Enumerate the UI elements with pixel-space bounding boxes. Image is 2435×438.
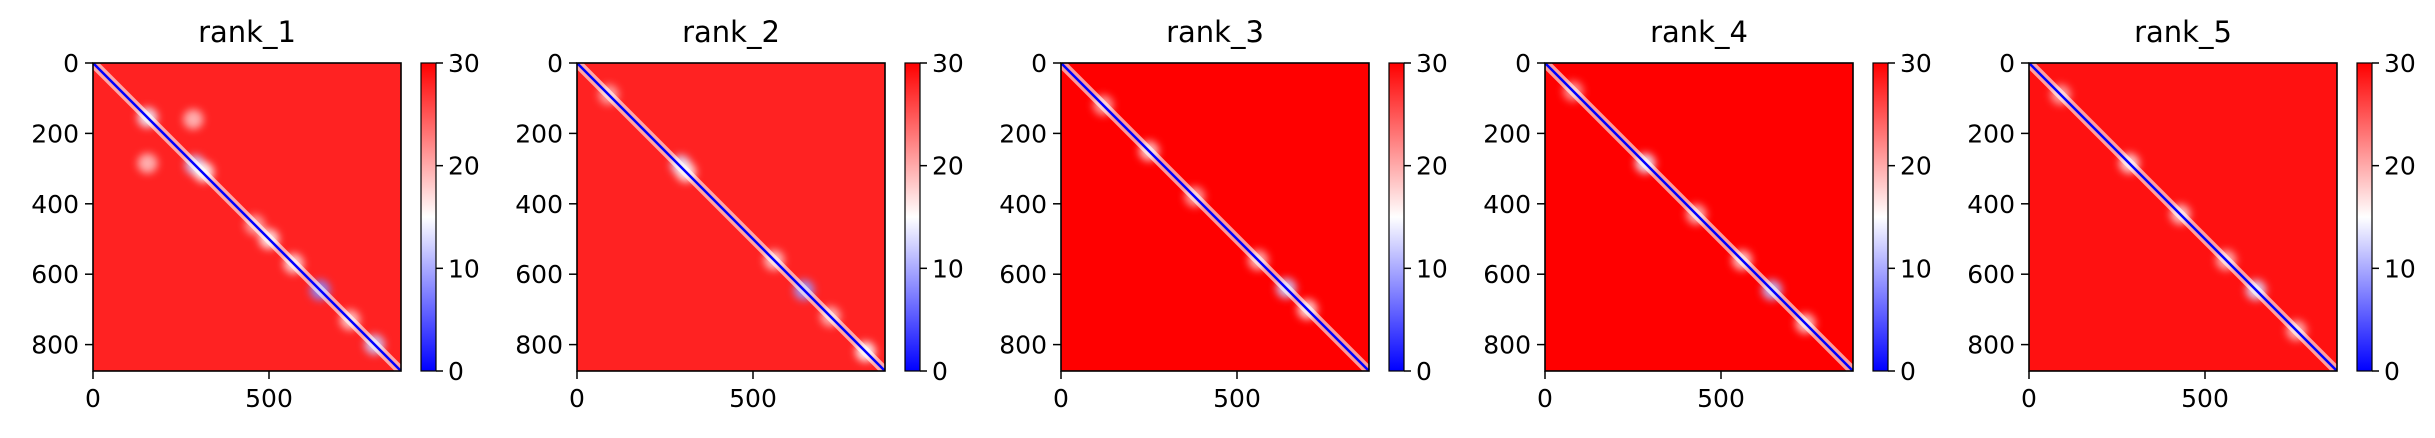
y-tick-label: 0	[1515, 49, 1531, 78]
x-tick-label: 500	[1213, 384, 1261, 413]
axes-frame	[2028, 62, 2338, 372]
x-tick-label: 0	[569, 384, 585, 413]
axes-frame	[92, 62, 402, 372]
y-tick-label: 800	[31, 331, 79, 360]
colorbar-tick-label: 20	[932, 152, 964, 181]
x-tick-label: 0	[1053, 384, 1069, 413]
heatmap-image	[2029, 63, 2337, 371]
colorbar: 0 10 20 30	[420, 49, 480, 386]
contact-blob-2	[183, 109, 204, 130]
y-tick-label: 400	[999, 190, 1047, 219]
y-tick-label: 0	[1031, 49, 1047, 78]
colorbar-tick-label: 0	[1416, 357, 1432, 386]
colorbar-tick-label: 10	[1900, 254, 1932, 283]
y-tick-label: 0	[547, 49, 563, 78]
colorbar: 0 10 20 30	[1388, 49, 1448, 386]
colorbar-tick-label: 0	[448, 357, 464, 386]
colorbar-bar	[1388, 62, 1405, 372]
colorbar-tick-label: 10	[448, 254, 480, 283]
y-tick-label: 200	[999, 119, 1047, 148]
x-tick-label: 0	[2021, 384, 2037, 413]
x-tick-label: 0	[85, 384, 101, 413]
y-tick-label: 600	[1483, 260, 1531, 289]
diagonal-line	[1061, 63, 1369, 371]
y-tick-label: 800	[1967, 331, 2015, 360]
y-tick-label: 200	[1967, 119, 2015, 148]
diagonal-line	[93, 63, 401, 371]
colorbar: 0 10 20 30	[1872, 49, 1932, 386]
colorbar-tick-label: 20	[2384, 152, 2416, 181]
panel-title: rank_5	[2134, 15, 2232, 49]
y-tick-label: 200	[1483, 119, 1531, 148]
y-tick-label: 800	[1483, 331, 1531, 360]
panel-title: rank_1	[198, 15, 296, 49]
colorbar-tick-label: 10	[2384, 254, 2416, 283]
y-tick-label: 800	[515, 331, 563, 360]
diagonal-line	[577, 63, 885, 371]
diagonal-line	[2029, 63, 2337, 371]
colorbar-tick-label: 30	[2384, 49, 2416, 78]
heatmap-image	[93, 63, 401, 371]
axes-frame	[1544, 62, 1854, 372]
colorbar-tick-label: 20	[448, 152, 480, 181]
y-tick-label: 400	[1483, 190, 1531, 219]
axes-frame	[1060, 62, 1370, 372]
y-tick-label: 600	[999, 260, 1047, 289]
colorbar-tick-label: 10	[1416, 254, 1448, 283]
colorbar-tick-label: 10	[932, 254, 964, 283]
colorbar-tick-label: 0	[932, 357, 948, 386]
colorbar-tick-label: 20	[1900, 152, 1932, 181]
colorbar: 0 10 20 30	[904, 49, 964, 386]
x-tick-label: 500	[245, 384, 293, 413]
heatmap-image	[1545, 63, 1853, 371]
y-tick-label: 600	[31, 260, 79, 289]
x-tick-label: 500	[1697, 384, 1745, 413]
colorbar-tick-label: 30	[932, 49, 964, 78]
colorbar: 0 10 20 30	[2356, 49, 2416, 386]
y-tick-label: 800	[999, 331, 1047, 360]
heatmap-image	[1061, 63, 1369, 371]
panel-title: rank_4	[1650, 15, 1748, 49]
colorbar-bar	[2356, 62, 2373, 372]
colorbar-tick-label: 0	[1900, 357, 1916, 386]
y-tick-label: 0	[1999, 49, 2015, 78]
panel-title: rank_3	[1166, 15, 1264, 49]
y-tick-label: 600	[1967, 260, 2015, 289]
y-tick-label: 400	[31, 190, 79, 219]
y-tick-label: 200	[515, 119, 563, 148]
y-tick-label: 200	[31, 119, 79, 148]
colorbar-tick-label: 20	[1416, 152, 1448, 181]
colorbar-tick-label: 0	[2384, 357, 2400, 386]
colorbar-bar	[904, 62, 921, 372]
x-tick-label: 500	[729, 384, 777, 413]
y-tick-label: 0	[63, 49, 79, 78]
diagonal-line	[1545, 63, 1853, 371]
y-tick-label: 400	[515, 190, 563, 219]
panel-title: rank_2	[682, 15, 780, 49]
colorbar-bar	[1872, 62, 1889, 372]
colorbar-tick-label: 30	[1416, 49, 1448, 78]
x-tick-label: 0	[1537, 384, 1553, 413]
contact-blob-3	[137, 153, 158, 174]
colorbar-bar	[420, 62, 437, 372]
x-tick-label: 500	[2181, 384, 2229, 413]
y-tick-label: 400	[1967, 190, 2015, 219]
colorbar-tick-label: 30	[1900, 49, 1932, 78]
y-tick-label: 600	[515, 260, 563, 289]
axes-frame	[576, 62, 886, 372]
colorbar-tick-label: 30	[448, 49, 480, 78]
heatmap-image	[577, 63, 885, 371]
